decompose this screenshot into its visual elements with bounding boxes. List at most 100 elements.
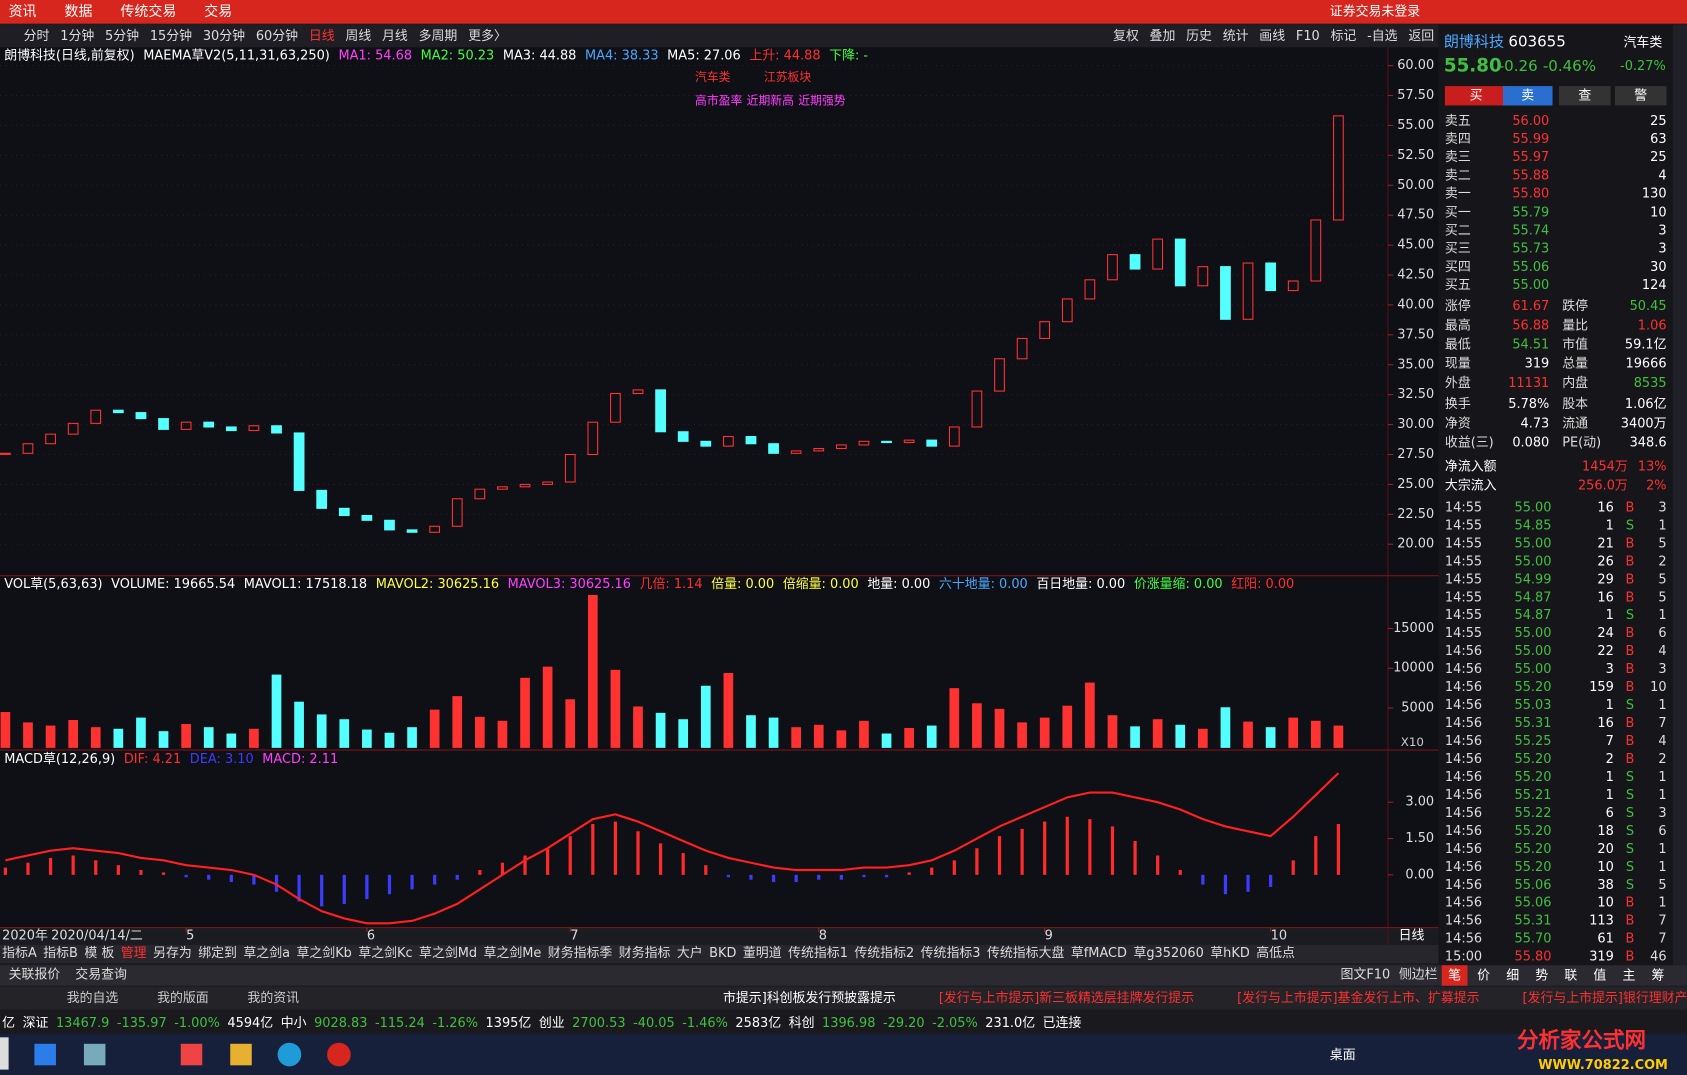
macd-bar — [3, 867, 7, 875]
app-icon[interactable] — [83, 1043, 106, 1066]
period-tab[interactable]: 更多〉 — [468, 29, 507, 44]
side-tab[interactable]: 笔 — [1448, 968, 1461, 984]
period-tab[interactable]: 1分钟 — [60, 28, 94, 44]
bottom-button[interactable]: 图文F10 — [1341, 967, 1391, 982]
app-icon[interactable] — [180, 1043, 203, 1066]
alert-button-bg[interactable] — [1614, 86, 1667, 106]
indicator-tab[interactable]: 董明道 — [743, 946, 782, 961]
indicator-tab[interactable]: 指标B — [43, 946, 78, 961]
my-bar-item[interactable]: 我的版面 — [157, 990, 209, 1006]
app-icon[interactable] — [277, 1042, 302, 1067]
indicator-tab[interactable]: 管理 — [121, 946, 147, 961]
macd-bar — [1043, 821, 1047, 875]
indicator-tab[interactable]: 传统指标1 — [788, 946, 848, 961]
indicator-tab[interactable]: 草之剑Kb — [297, 945, 352, 961]
bottom-button[interactable]: 关联报价 — [9, 967, 61, 982]
tool-button[interactable]: 标记 — [1331, 29, 1357, 44]
side-tab[interactable]: 主 — [1622, 969, 1635, 984]
indicator-tab[interactable]: 绑定到 — [198, 946, 237, 961]
trade-price: 54.99 — [1514, 572, 1551, 587]
indicator-tab[interactable]: 草之剑Kc — [358, 945, 412, 961]
news-item[interactable]: [发行与上市提示]银行理财产品发行提示 — [1523, 990, 1687, 1006]
period-tab[interactable]: 周线 — [345, 29, 371, 44]
indicator-tab[interactable]: 传统指标2 — [854, 946, 914, 961]
indicator-tab[interactable]: 大户 — [677, 945, 703, 961]
tool-button[interactable]: 返回 — [1408, 29, 1434, 44]
tool-button[interactable]: F10 — [1296, 29, 1320, 44]
app-icon[interactable] — [34, 1043, 56, 1066]
indicator-tab[interactable]: 模 板 — [84, 946, 114, 961]
trade-button[interactable]: 警 — [1634, 87, 1647, 103]
menu-item[interactable]: 数据 — [65, 4, 93, 20]
indicator-tab[interactable]: 草之剑a — [243, 945, 290, 961]
bottom-button[interactable]: 交易查询 — [75, 966, 127, 982]
indicator-tab[interactable]: 高低点 — [1256, 945, 1295, 961]
indicator-tab[interactable]: 传统指标3 — [921, 946, 981, 961]
app-icon[interactable] — [230, 1043, 252, 1066]
indicator-header: 地量: 0.00 — [867, 577, 930, 592]
macd-bar — [433, 874, 437, 885]
trade-button[interactable]: 查 — [1578, 88, 1591, 103]
news-bar — [0, 986, 1687, 1010]
news-item[interactable]: [发行与上市提示]基金发行上市、扩募提示 — [1237, 990, 1479, 1006]
tool-button[interactable]: -自选 — [1367, 29, 1398, 44]
indicator-tab[interactable]: 草fMACD — [1071, 946, 1127, 961]
news-item[interactable]: [发行与上市提示]新三板精选层挂牌发行提示 — [939, 990, 1194, 1006]
indicator-header: 红阳: 0.00 — [1231, 576, 1294, 592]
indicator-tab[interactable]: 财务指标 — [619, 945, 671, 961]
indicator-tab[interactable]: 另存为 — [153, 946, 192, 961]
macd-bar — [930, 867, 934, 875]
period-tab[interactable]: 分时 — [24, 29, 50, 44]
stat-label: 外盘 — [1445, 375, 1471, 391]
bottom-button[interactable]: 侧边栏 — [1399, 967, 1438, 982]
period-tab[interactable]: 30分钟 — [203, 28, 245, 44]
trade-side: S — [1626, 842, 1634, 857]
side-tab[interactable]: 值 — [1593, 968, 1606, 984]
my-bar-item[interactable]: 我的资讯 — [247, 990, 299, 1006]
menu-item[interactable]: 资讯 — [9, 4, 37, 20]
indicator-tab[interactable]: 草之剑Md — [419, 945, 477, 961]
volume-bar — [836, 730, 847, 748]
tool-button[interactable]: 画线 — [1259, 29, 1285, 44]
period-tab[interactable]: 多周期 — [419, 29, 458, 44]
trade-button[interactable]: 卖 — [1521, 88, 1534, 103]
tool-button[interactable]: 统计 — [1223, 29, 1249, 44]
query-button-bg[interactable] — [1558, 86, 1611, 106]
tool-button[interactable]: 复权 — [1113, 28, 1139, 44]
tool-button[interactable]: 叠加 — [1150, 29, 1176, 44]
news-item[interactable]: 市提示]科创板发行预披露提示 — [723, 990, 896, 1006]
active-side-tab[interactable] — [1441, 965, 1468, 986]
indicator-tab[interactable]: 草hKD — [1210, 946, 1250, 961]
my-bar-item[interactable]: 我的自选 — [67, 990, 119, 1006]
side-tab[interactable]: 价 — [1477, 969, 1490, 984]
y-tick-label: 1.50 — [1405, 831, 1434, 846]
app-icon[interactable] — [327, 1042, 351, 1067]
period-tab[interactable]: 15分钟 — [150, 28, 192, 44]
side-tab[interactable]: 细 — [1506, 969, 1519, 984]
macd-bar — [1088, 819, 1092, 875]
side-tab[interactable]: 筹 — [1651, 968, 1664, 984]
period-tab[interactable]: 5分钟 — [105, 28, 139, 44]
volume-bar — [633, 706, 643, 748]
trade-price: 55.20 — [1514, 842, 1551, 857]
trade-volume: 16 — [1597, 590, 1613, 605]
trade-side: S — [1626, 806, 1634, 821]
period-tab[interactable]: 60分钟 — [256, 28, 298, 44]
indicator-tab[interactable]: BKD — [709, 946, 736, 961]
x-tick-label: 9 — [1045, 929, 1053, 944]
indicator-tab[interactable]: 草g352060 — [1133, 946, 1203, 961]
indicator-tab[interactable]: 财务指标季 — [548, 945, 613, 961]
period-tab[interactable]: 日线 — [309, 29, 335, 44]
indicator-tab[interactable]: 传统指标大盘 — [987, 945, 1065, 961]
period-tab[interactable]: 月线 — [382, 29, 408, 44]
buy-button-bg[interactable] — [1444, 86, 1508, 106]
indicator-tab[interactable]: 草之剑Me — [484, 945, 542, 961]
side-tab[interactable]: 势 — [1535, 968, 1548, 984]
tool-button[interactable]: 历史 — [1186, 29, 1212, 44]
indicator-tab[interactable]: 指标A — [2, 946, 37, 961]
menu-item[interactable]: 交易 — [204, 3, 232, 20]
side-tab[interactable]: 联 — [1564, 969, 1577, 984]
sell-button-bg[interactable] — [1503, 86, 1553, 106]
trade-button[interactable]: 买 — [1470, 88, 1483, 103]
menu-item[interactable]: 传统交易 — [120, 3, 176, 20]
